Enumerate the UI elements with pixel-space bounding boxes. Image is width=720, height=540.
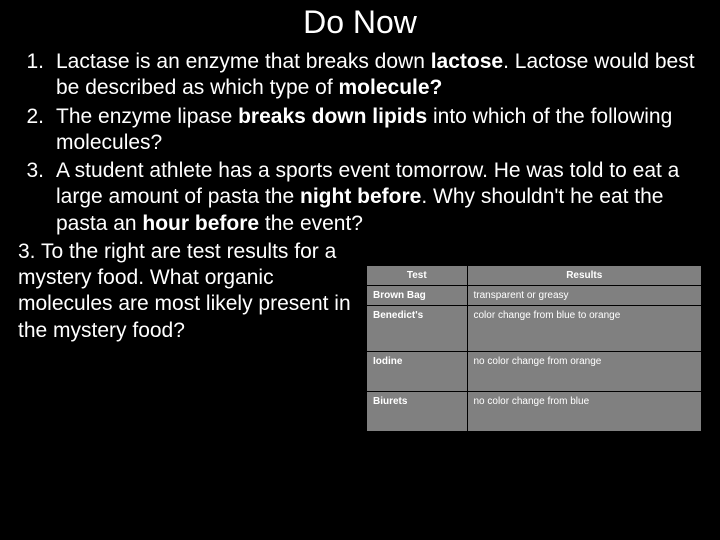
question-number: 1. — [18, 49, 56, 102]
table-header-row: Test Results — [367, 265, 702, 285]
table-row: Iodine no color change from orange — [367, 351, 702, 391]
question-number: 2. — [18, 104, 56, 157]
table-header-results: Results — [467, 265, 702, 285]
question-list: 1. Lactase is an enzyme that breaks down… — [0, 49, 720, 237]
test-label: Biurets — [367, 391, 468, 431]
question-3: 3. A student athlete has a sports event … — [18, 158, 702, 237]
results-table-wrap: Test Results Brown Bag transparent or gr… — [358, 239, 702, 432]
question-2: 2. The enzyme lipase breaks down lipids … — [18, 104, 702, 157]
question-4-text: 3. To the right are test results for a m… — [18, 239, 358, 432]
test-result: color change from blue to orange — [467, 305, 702, 351]
table-row: Biurets no color change from blue — [367, 391, 702, 431]
table-row: Brown Bag transparent or greasy — [367, 285, 702, 305]
test-label: Brown Bag — [367, 285, 468, 305]
test-result: no color change from orange — [467, 351, 702, 391]
question-text: The enzyme lipase breaks down lipids int… — [56, 104, 702, 157]
question-number: 3. — [18, 158, 56, 237]
test-result: transparent or greasy — [467, 285, 702, 305]
test-label: Benedict's — [367, 305, 468, 351]
table-header-test: Test — [367, 265, 468, 285]
slide-title: Do Now — [0, 0, 720, 49]
test-result: no color change from blue — [467, 391, 702, 431]
question-text: Lactase is an enzyme that breaks down la… — [56, 49, 702, 102]
results-table: Test Results Brown Bag transparent or gr… — [366, 265, 702, 432]
bottom-section: 3. To the right are test results for a m… — [0, 239, 720, 432]
table-row: Benedict's color change from blue to ora… — [367, 305, 702, 351]
question-1: 1. Lactase is an enzyme that breaks down… — [18, 49, 702, 102]
question-text: A student athlete has a sports event tom… — [56, 158, 702, 237]
test-label: Iodine — [367, 351, 468, 391]
